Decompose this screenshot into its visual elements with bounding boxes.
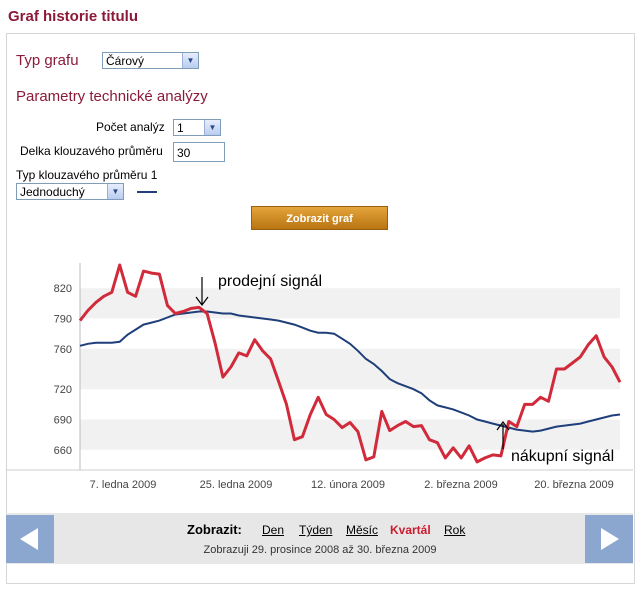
ma-length-label: Delka klouzavého průměru bbox=[20, 144, 163, 158]
period-link-den[interactable]: Den bbox=[262, 523, 285, 537]
y-tick-label: 820 bbox=[54, 283, 72, 295]
x-tick-label: 2. března 2009 bbox=[424, 479, 497, 491]
chevron-down-icon: ▼ bbox=[107, 184, 123, 199]
period-link-mesic[interactable]: Měsíc bbox=[346, 523, 379, 537]
y-tick-label: 690 bbox=[54, 415, 72, 427]
ma-length-input[interactable]: 30 bbox=[173, 142, 225, 162]
page-title: Graf historie titulu bbox=[8, 8, 139, 25]
x-tick-label: 12. února 2009 bbox=[311, 479, 385, 491]
moving-average-line bbox=[79, 310, 621, 433]
period-link-kvartal[interactable]: Kvartál bbox=[390, 523, 431, 537]
price-line bbox=[78, 263, 622, 464]
prev-period-button[interactable] bbox=[6, 515, 54, 563]
sell-signal-label: prodejní signál bbox=[218, 273, 322, 290]
ma-type-value: Jednoduchý bbox=[20, 185, 85, 199]
ma-type-label: Typ klouzavého průměru 1 bbox=[16, 168, 158, 182]
analysis-count-value: 1 bbox=[177, 121, 184, 135]
arrow-right-icon bbox=[601, 528, 619, 550]
arrow-left-icon bbox=[20, 528, 38, 550]
buy-signal-label: nákupní signál bbox=[511, 448, 614, 465]
ma-type-select[interactable]: Jednoduchý ▼ bbox=[16, 183, 124, 200]
ma-legend-line bbox=[137, 191, 157, 193]
y-tick-label: 720 bbox=[54, 384, 72, 396]
y-tick-label: 660 bbox=[54, 445, 72, 457]
y-tick-label: 790 bbox=[54, 314, 72, 326]
period-link-rok[interactable]: Rok bbox=[444, 523, 466, 537]
price-chart: 660 690 720 760 790 820 7. ledna 2009 25. ledn… bbox=[6, 263, 633, 491]
analysis-count-select[interactable]: 1 ▼ bbox=[173, 119, 221, 136]
x-tick-label: 7. ledna 2009 bbox=[90, 479, 157, 491]
period-link-tyden[interactable]: Týden bbox=[299, 523, 333, 537]
date-range-text: Zobrazuji 29. prosince 2008 až 30. březn… bbox=[203, 544, 437, 556]
sell-signal-arrow-icon bbox=[195, 277, 209, 306]
y-tick-label: 760 bbox=[54, 344, 72, 356]
analysis-count-label: Počet analýz bbox=[96, 120, 165, 134]
x-tick-label: 20. března 2009 bbox=[534, 479, 614, 491]
chart-type-select[interactable]: Čárový ▼ bbox=[102, 52, 199, 69]
period-bar bbox=[6, 513, 633, 564]
chevron-down-icon: ▼ bbox=[182, 53, 198, 68]
grid-band bbox=[80, 288, 620, 319]
grid-band bbox=[80, 348, 620, 390]
tech-analysis-title: Parametry technické analýzy bbox=[16, 88, 208, 105]
show-chart-button[interactable]: Zobrazit graf bbox=[251, 206, 388, 230]
next-period-button[interactable] bbox=[585, 515, 633, 563]
zobrazit-label: Zobrazit: bbox=[187, 522, 242, 537]
chart-type-label: Typ grafu bbox=[16, 52, 79, 69]
buy-signal-arrow-icon bbox=[496, 421, 510, 449]
x-tick-label: 25. ledna 2009 bbox=[200, 479, 273, 491]
chart-type-value: Čárový bbox=[106, 54, 145, 68]
chevron-down-icon: ▼ bbox=[204, 120, 220, 135]
